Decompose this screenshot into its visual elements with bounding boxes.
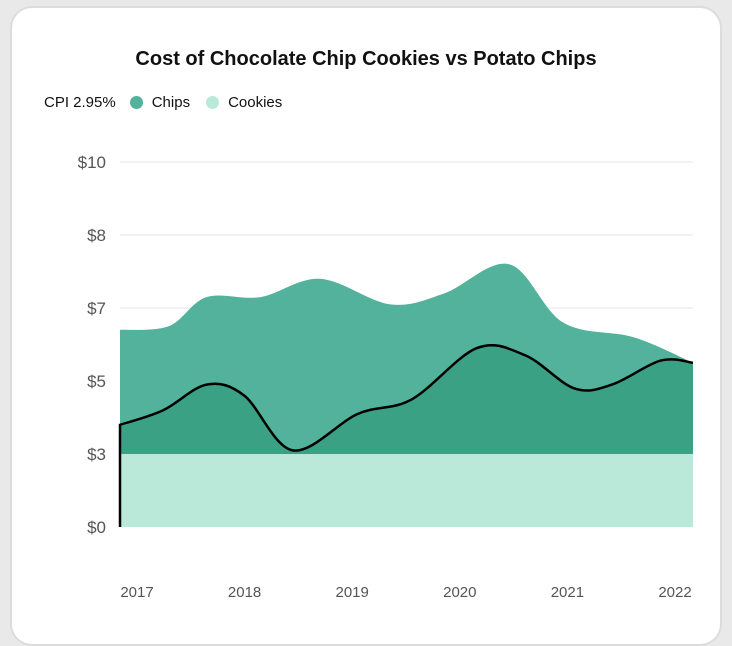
x-tick-label: 2018 bbox=[228, 584, 261, 601]
overlay-line bbox=[118, 343, 694, 527]
plot-area: $0 $3 $5 $7 $8 $10 2017 2018 2019 2020 2021 2022 bbox=[78, 153, 694, 601]
x-tick-label: 2019 bbox=[336, 584, 369, 601]
x-tick-label: 2021 bbox=[551, 584, 584, 601]
legend: CPI 2.95% Chips Cookies bbox=[44, 94, 298, 111]
legend-label-cookies: Cookies bbox=[228, 94, 283, 111]
legend-item-chips[interactable]: Chips bbox=[129, 94, 191, 111]
legend-swatch-cookies bbox=[206, 96, 220, 109]
legend-swatch-chips bbox=[129, 96, 143, 109]
y-tick-label: $10 bbox=[78, 153, 106, 172]
x-tick-label: 2017 bbox=[120, 584, 153, 601]
legend-note: CPI 2.95% bbox=[44, 94, 116, 111]
legend-item-cookies[interactable]: Cookies bbox=[206, 94, 282, 111]
y-tick-label: $5 bbox=[87, 372, 106, 391]
y-tick-label: $7 bbox=[87, 299, 106, 318]
area-cookies bbox=[120, 454, 693, 527]
y-tick-label: $0 bbox=[87, 518, 106, 537]
y-tick-label: $3 bbox=[87, 445, 106, 464]
x-tick-label: 2020 bbox=[443, 584, 476, 601]
y-tick-label: $8 bbox=[87, 226, 106, 245]
legend-label-chips: Chips bbox=[151, 94, 191, 111]
x-tick-label: 2022 bbox=[658, 584, 691, 601]
chart-title: Cost of Chocolate Chip Cookies vs Potato… bbox=[135, 48, 597, 70]
